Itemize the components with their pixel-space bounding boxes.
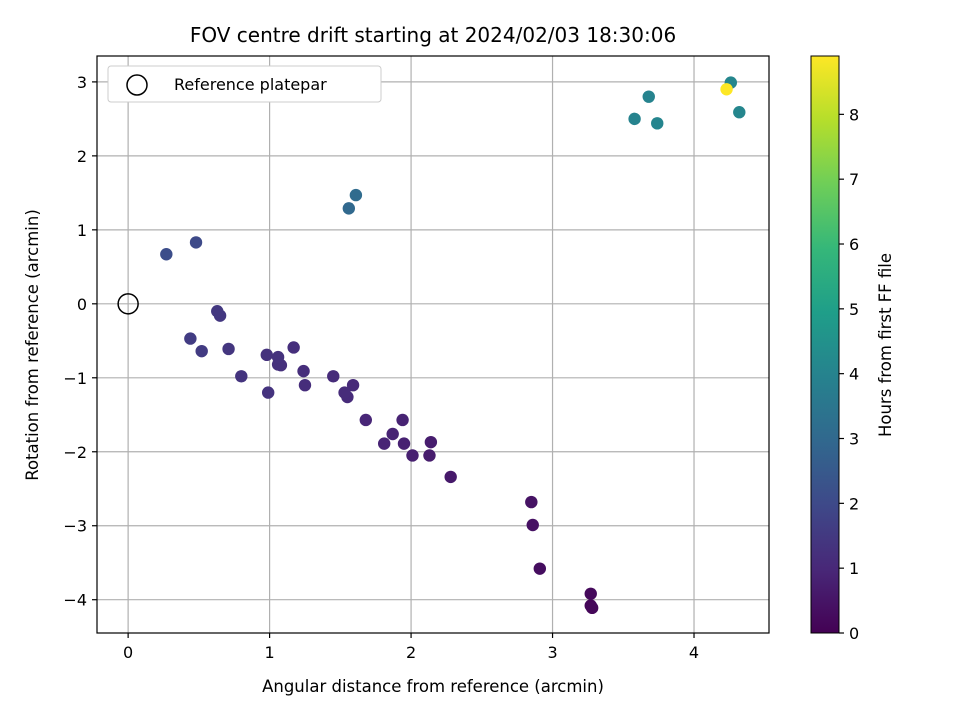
x-tick-label: 0 bbox=[123, 643, 133, 662]
colorbar-frame bbox=[810, 55, 840, 634]
data-point bbox=[184, 332, 197, 345]
y-tick-label: 3 bbox=[77, 73, 87, 92]
data-point bbox=[359, 413, 372, 427]
data-point bbox=[533, 562, 547, 575]
data-point bbox=[424, 435, 438, 449]
data-point bbox=[260, 348, 273, 362]
colorbar-ticks: 0 1 2 3 4 5 6 7 8 bbox=[839, 105, 859, 643]
legend-box bbox=[107, 65, 382, 103]
colorbar-title: Hours from first FF file bbox=[876, 253, 895, 437]
data-point bbox=[651, 117, 664, 130]
data-point bbox=[444, 470, 457, 484]
x-tick-label: 4 bbox=[689, 643, 699, 662]
data-point bbox=[349, 188, 363, 202]
colorbar-tick-label: 6 bbox=[849, 235, 859, 254]
colorbar-tick-label: 0 bbox=[849, 624, 859, 643]
data-point bbox=[195, 344, 208, 358]
colorbar-tick-label: 2 bbox=[849, 494, 859, 513]
data-point bbox=[211, 305, 224, 318]
y-tick-label: 1 bbox=[77, 221, 87, 240]
data-point bbox=[720, 83, 733, 96]
legend-label: Reference platepar bbox=[174, 75, 327, 94]
data-point bbox=[338, 386, 351, 399]
data-point bbox=[342, 202, 356, 215]
y-tick-label: −3 bbox=[63, 517, 87, 536]
chart-title: FOV centre drift starting at 2024/02/03 … bbox=[190, 23, 676, 47]
data-point bbox=[423, 449, 436, 462]
x-tick-label: 2 bbox=[406, 643, 416, 662]
data-point bbox=[396, 413, 409, 427]
colorbar-tick-label: 8 bbox=[849, 105, 859, 124]
legend: Reference platepar bbox=[107, 65, 382, 103]
data-point bbox=[585, 601, 599, 615]
data-point bbox=[642, 90, 655, 103]
reference-point bbox=[117, 293, 139, 315]
y-tick-label: −4 bbox=[63, 591, 87, 610]
y-axis: 3 2 1 0 −1 −2 −3 −4 bbox=[63, 73, 97, 610]
plot-frame bbox=[96, 55, 770, 634]
x-axis: 0 1 2 3 4 bbox=[123, 633, 699, 662]
data-point bbox=[160, 248, 173, 261]
x-tick-label: 3 bbox=[547, 643, 557, 662]
data-point bbox=[287, 341, 300, 354]
colorbar: 0 1 2 3 4 5 6 7 8 Hours from first FF file bbox=[810, 55, 895, 643]
x-axis-title: Angular distance from reference (arcmin) bbox=[262, 677, 604, 696]
data-point bbox=[235, 370, 248, 383]
data-point bbox=[327, 370, 340, 383]
data-point bbox=[346, 378, 360, 392]
data-point bbox=[297, 364, 310, 378]
legend-marker bbox=[126, 74, 148, 96]
data-point bbox=[397, 437, 411, 450]
data-point bbox=[189, 236, 203, 249]
data-point bbox=[628, 112, 641, 126]
x-tick-label: 1 bbox=[265, 643, 275, 662]
colorbar-tick-label: 7 bbox=[849, 170, 859, 189]
data-point bbox=[298, 378, 312, 392]
data-point bbox=[584, 587, 597, 600]
data-point bbox=[261, 386, 275, 399]
colorbar-fill bbox=[811, 56, 839, 633]
y-axis-title: Rotation from reference (arcmin) bbox=[23, 209, 42, 481]
data-point bbox=[271, 350, 285, 364]
colorbar-tick-label: 3 bbox=[849, 430, 859, 449]
data-point bbox=[525, 495, 538, 509]
colorbar-tick-label: 1 bbox=[849, 559, 859, 578]
y-tick-label: −1 bbox=[63, 369, 87, 388]
data-point bbox=[386, 427, 399, 441]
y-tick-label: −2 bbox=[63, 443, 87, 462]
y-tick-label: 2 bbox=[77, 147, 87, 166]
plot-area bbox=[97, 56, 769, 633]
data-point bbox=[377, 437, 391, 450]
data-point bbox=[733, 106, 746, 119]
y-tick-label: 0 bbox=[77, 295, 87, 314]
colorbar-tick-label: 5 bbox=[849, 300, 859, 319]
data-point bbox=[406, 449, 419, 462]
colorbar-tick-label: 4 bbox=[849, 365, 859, 384]
data-points bbox=[117, 76, 746, 615]
data-point bbox=[222, 342, 235, 356]
data-point bbox=[526, 518, 539, 532]
